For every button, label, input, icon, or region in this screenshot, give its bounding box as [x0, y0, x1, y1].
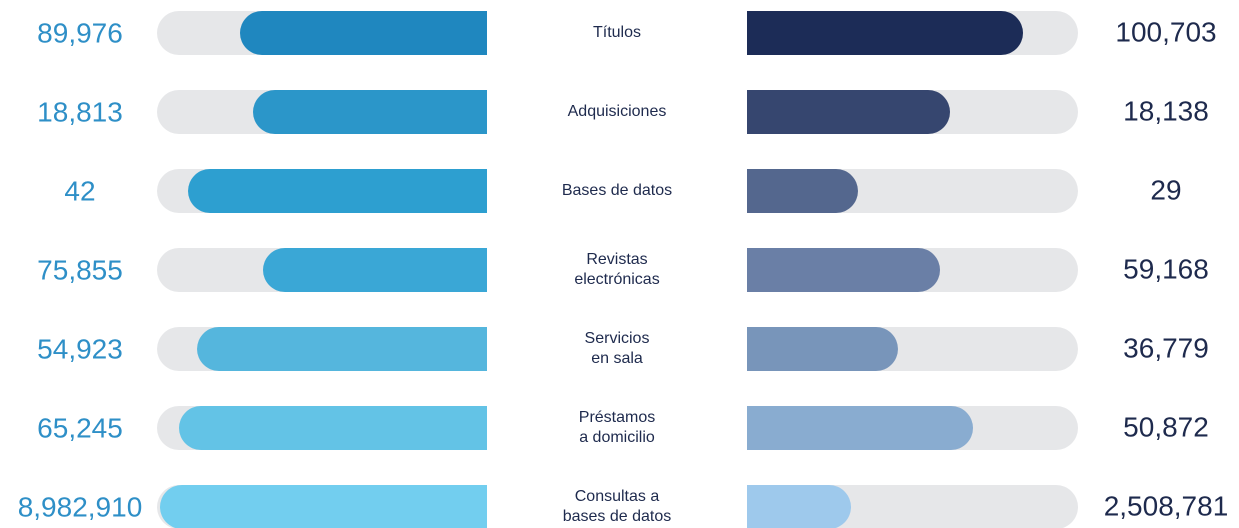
right-value: 59,168 [1123, 253, 1209, 284]
right-bar [747, 406, 973, 450]
left-value: 42 [64, 175, 95, 206]
right-value: 29 [1150, 174, 1181, 205]
left-value: 54,923 [37, 333, 123, 364]
row-label: Títulos [593, 24, 641, 41]
row-label: electrónicas [574, 271, 659, 288]
left-bar [160, 485, 487, 528]
right-bar [747, 90, 950, 134]
row-label: Bases de datos [562, 182, 672, 199]
right-bar [747, 485, 851, 528]
row-label: Consultas a [575, 488, 660, 505]
row-label: a domicilio [579, 429, 655, 446]
right-value: 2,508,781 [1104, 490, 1229, 521]
left-value: 89,976 [37, 17, 123, 48]
left-bar [197, 327, 488, 371]
left-value: 75,855 [37, 254, 123, 285]
left-bar [179, 406, 487, 450]
right-value: 100,703 [1115, 16, 1216, 47]
left-bar [240, 11, 487, 55]
row-label: Préstamos [579, 409, 655, 426]
right-value: 36,779 [1123, 332, 1209, 363]
row-label: Revistas [586, 251, 647, 268]
right-bar [747, 11, 1023, 55]
left-value: 18,813 [37, 96, 123, 127]
left-bar [263, 248, 487, 292]
left-value: 8,982,910 [18, 491, 143, 522]
left-value: 65,245 [37, 412, 123, 443]
left-bar [253, 90, 487, 134]
right-value: 50,872 [1123, 411, 1209, 442]
right-bar [747, 327, 898, 371]
left-bar [188, 169, 487, 213]
right-value: 18,138 [1123, 95, 1209, 126]
row-label: Servicios [585, 330, 650, 347]
row-label: bases de datos [563, 508, 672, 525]
right-bar [747, 169, 858, 213]
row-label: en sala [591, 350, 643, 367]
right-bar [747, 248, 940, 292]
row-label: Adquisiciones [568, 103, 667, 120]
